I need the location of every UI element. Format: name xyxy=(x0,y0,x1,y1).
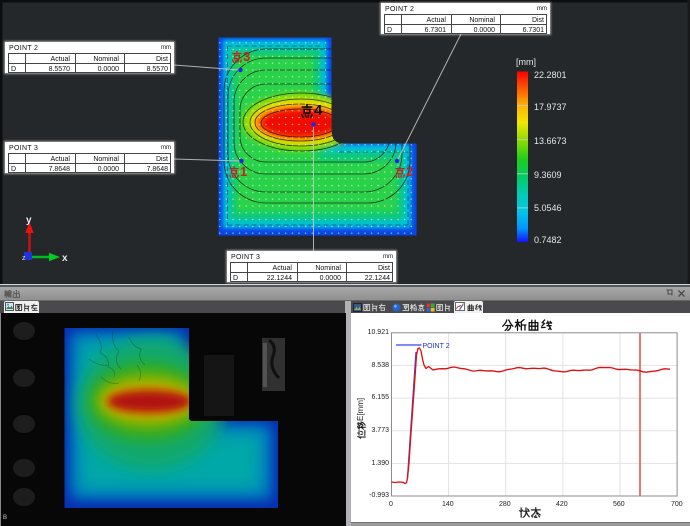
svg-text:0.7482: 0.7482 xyxy=(534,235,562,245)
svg-text:5.0546: 5.0546 xyxy=(534,203,562,213)
svg-text:y: y xyxy=(26,215,32,226)
svg-text:13.6673: 13.6673 xyxy=(534,136,567,146)
svg-text:17.9737: 17.9737 xyxy=(534,102,567,112)
svg-text:z: z xyxy=(22,255,26,262)
svg-text:[mm]: [mm] xyxy=(516,57,536,67)
svg-text:22.2801: 22.2801 xyxy=(534,70,567,80)
svg-text:POINT 2: POINT 2 xyxy=(423,343,450,350)
svg-text:x: x xyxy=(62,253,68,264)
svg-text:B: B xyxy=(3,515,7,521)
svg-text:9.3609: 9.3609 xyxy=(534,170,562,180)
